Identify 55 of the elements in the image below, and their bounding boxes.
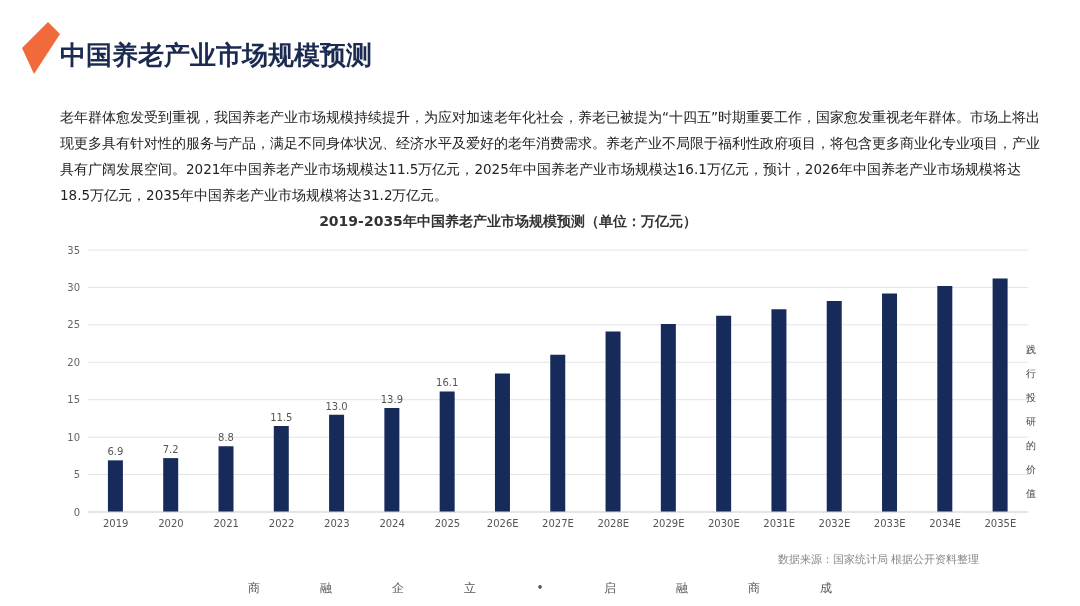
x-tick-label: 2020 xyxy=(158,518,184,530)
bar xyxy=(273,425,289,512)
bar xyxy=(494,373,510,512)
source-note: 数据来源：国家统计局 根据公开资料整理 xyxy=(778,552,980,567)
bar xyxy=(329,414,345,512)
x-tick-label: 2026E xyxy=(486,518,519,530)
x-tick-label: 2028E xyxy=(597,518,630,530)
x-tick-label: 2031E xyxy=(763,518,796,530)
x-tick-label: 2019 xyxy=(102,518,129,530)
x-tick-label: 2022 xyxy=(268,518,295,530)
y-tick-label: 25 xyxy=(67,319,80,331)
bar xyxy=(107,460,123,512)
bar xyxy=(882,293,898,512)
data-label: 7.2 xyxy=(162,444,179,456)
y-tick-label: 0 xyxy=(73,506,80,518)
bar xyxy=(218,446,234,512)
text: 商 融 企 立 • 启 融 商 成 xyxy=(247,580,833,597)
bar xyxy=(716,315,732,512)
bar xyxy=(826,300,842,512)
bar xyxy=(937,285,953,512)
data-label: 11.5 xyxy=(270,411,293,423)
y-tick-label: 15 xyxy=(67,394,80,406)
bar xyxy=(163,458,179,512)
y-tick-label: 5 xyxy=(73,469,80,481)
data-label: 16.1 xyxy=(436,377,459,389)
x-tick-label: 2035E xyxy=(984,518,1017,530)
bar xyxy=(771,309,787,512)
x-tick-label: 2032E xyxy=(818,518,851,530)
data-label: 6.9 xyxy=(107,446,124,458)
chart-title: 中国养老产业市场规模预测 xyxy=(60,39,372,72)
x-tick-label: 2025 xyxy=(434,518,461,530)
y-tick-label: 35 xyxy=(67,244,80,256)
text: 践行投研的价值 xyxy=(1026,344,1036,499)
x-tick-label: 2034E xyxy=(929,518,961,530)
x-tick-label: 2030E xyxy=(707,518,740,530)
bar xyxy=(660,324,676,512)
y-tick-label: 30 xyxy=(67,281,80,293)
data-label: 8.8 xyxy=(218,432,234,444)
x-tick-label: 2029E xyxy=(652,518,685,530)
x-tick-label: 2023 xyxy=(324,518,350,530)
bar xyxy=(605,331,621,512)
bar xyxy=(992,278,1008,512)
chart-subtitle: 2019-2035年中国养老产业市场规模预测（单位：万亿元） xyxy=(318,213,698,231)
bar xyxy=(439,391,455,512)
bar xyxy=(550,354,566,512)
data-label: 13.9 xyxy=(380,393,404,405)
bar xyxy=(384,407,400,512)
x-tick-label: 2027E xyxy=(542,518,574,530)
data-label: 13.0 xyxy=(325,400,348,412)
y-tick-label: 10 xyxy=(67,431,80,443)
text: 老年群体愈发受到重视，我国养老产业市场规模持续提升，为应对加速老年化社会，养老已被提为“十四五”时期重要工作，国家愈发重视老年群体。市场上将出现更多具有针对性的服务与产品，满足不同身体状况、经济水平及爱好的老年消费需求。养老产业不局限于福利性政府项目，将包含更多商业化专业项目，产业具有广阔发展空间。2021年中国养老产业市场规模达11.5万亿元，2025年中国养老产业市场规模达16.1万亿元，预计，2026年中国养老产业市场规模将达18.5万亿元，2035年中国养老产业市场规模将达31.2万亿元。 xyxy=(60,108,1041,205)
x-tick-label: 2033E xyxy=(873,518,906,530)
x-tick-label: 2021 xyxy=(213,518,239,530)
y-tick-label: 20 xyxy=(67,356,80,368)
x-tick-label: 2024 xyxy=(379,518,405,530)
